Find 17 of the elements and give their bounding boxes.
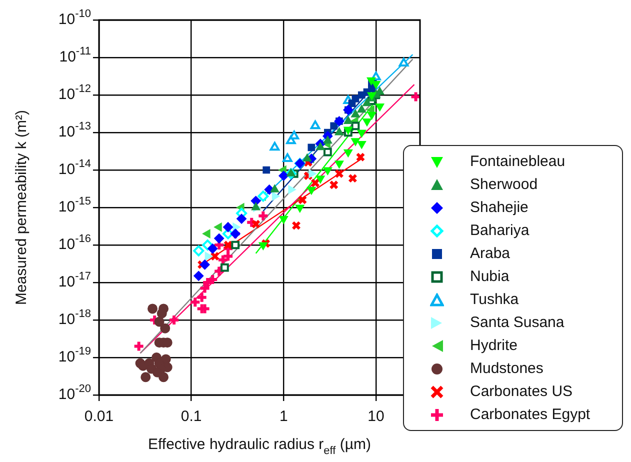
- legend-label: Santa Susana: [470, 314, 564, 331]
- legend-label: Fontainebleau: [470, 153, 566, 170]
- y-axis-title: Measured permeability k (m²): [13, 110, 30, 306]
- legend-label: Shahejie: [470, 199, 528, 216]
- legend-label: Tushka: [470, 291, 519, 308]
- x-tick-label: 1: [279, 408, 288, 426]
- x-tick-label: 0.1: [180, 408, 202, 426]
- legend-label: Sherwood: [470, 176, 538, 193]
- x-tick-label: 0.01: [84, 408, 114, 426]
- legend-label: Bahariya: [470, 222, 530, 239]
- legend-label: Mudstones: [470, 360, 544, 377]
- legend-label: Carbonates US: [470, 383, 573, 400]
- legend-label: Nubia: [470, 268, 510, 285]
- legend-label: Hydrite: [470, 337, 518, 354]
- x-tick-label: 10: [368, 408, 384, 426]
- legend-label: Carbonates Egypt: [470, 406, 590, 423]
- legend-label: Araba: [470, 245, 510, 262]
